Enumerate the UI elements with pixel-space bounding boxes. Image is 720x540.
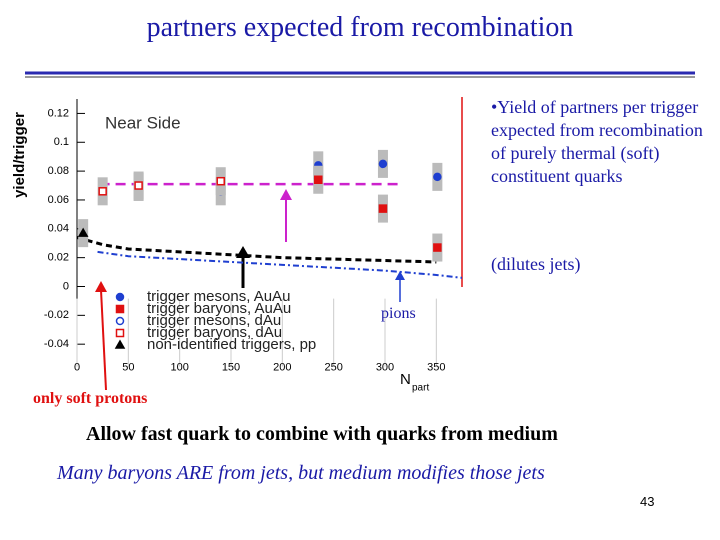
legend-label: trigger baryons, dAu [147,324,282,341]
pions-label: pions [381,305,416,322]
marker [77,227,89,237]
y-tick-label: -0.02 [44,309,69,321]
marker [114,339,126,349]
annotation: Near Side [105,113,181,132]
arrow [100,289,107,391]
soft-protons-label: only soft protons [33,390,148,407]
marker [115,304,125,314]
curve [76,236,437,264]
legend-label: trigger mesons, dAu [147,312,281,329]
note: (dilutes jets) [491,254,581,274]
y-tick-label: 0.02 [48,252,69,264]
y-axis-label: yield/trigger [11,112,28,198]
x-tick-label: 300 [376,362,394,374]
marker [433,172,442,182]
marker [378,159,388,169]
marker [115,328,125,338]
y-tick-label: 0.04 [48,223,69,235]
legend-label: trigger mesons, AuAu [147,288,290,305]
x-tick-label: 350 [427,362,445,374]
marker [378,204,388,213]
y-tick-label: -0.04 [44,338,69,350]
y-tick-label: 0.12 [48,107,69,119]
statement: Allow fast quark to combine with quarks … [86,423,558,445]
marker [134,181,143,190]
marker [115,292,125,302]
x-axis-label-sub: part [412,383,429,394]
arrow-head [95,281,107,292]
y-tick-label: 0.06 [48,194,69,206]
marker [98,187,107,196]
legend-label: non-identified triggers, pp [147,336,316,353]
marker [115,316,125,326]
bullet: •Yield of partners per trigger expected … [491,97,703,186]
statement: Many baryons ARE from jets, but medium m… [57,462,545,484]
y-tick-label: 0 [63,280,69,292]
slide-title: partners expected from recombination [146,12,574,43]
y-tick-label: 0.1 [54,136,69,148]
page-number: 43 [640,494,655,509]
legend-label: trigger baryons, AuAu [147,300,291,317]
marker [216,176,225,186]
y-tick-label: 0.08 [48,165,69,177]
x-tick-label: 200 [273,362,291,374]
x-tick-label: 150 [222,362,240,374]
arrow-head [280,189,292,200]
curve [97,250,463,279]
marker [433,243,442,252]
marker [314,175,323,185]
x-tick-label: 0 [74,362,80,374]
x-tick-label: 250 [324,362,342,374]
x-axis-label: N [400,371,411,388]
arrow-head [395,271,405,280]
x-tick-label: 100 [170,362,188,374]
x-tick-label: 50 [122,362,134,374]
